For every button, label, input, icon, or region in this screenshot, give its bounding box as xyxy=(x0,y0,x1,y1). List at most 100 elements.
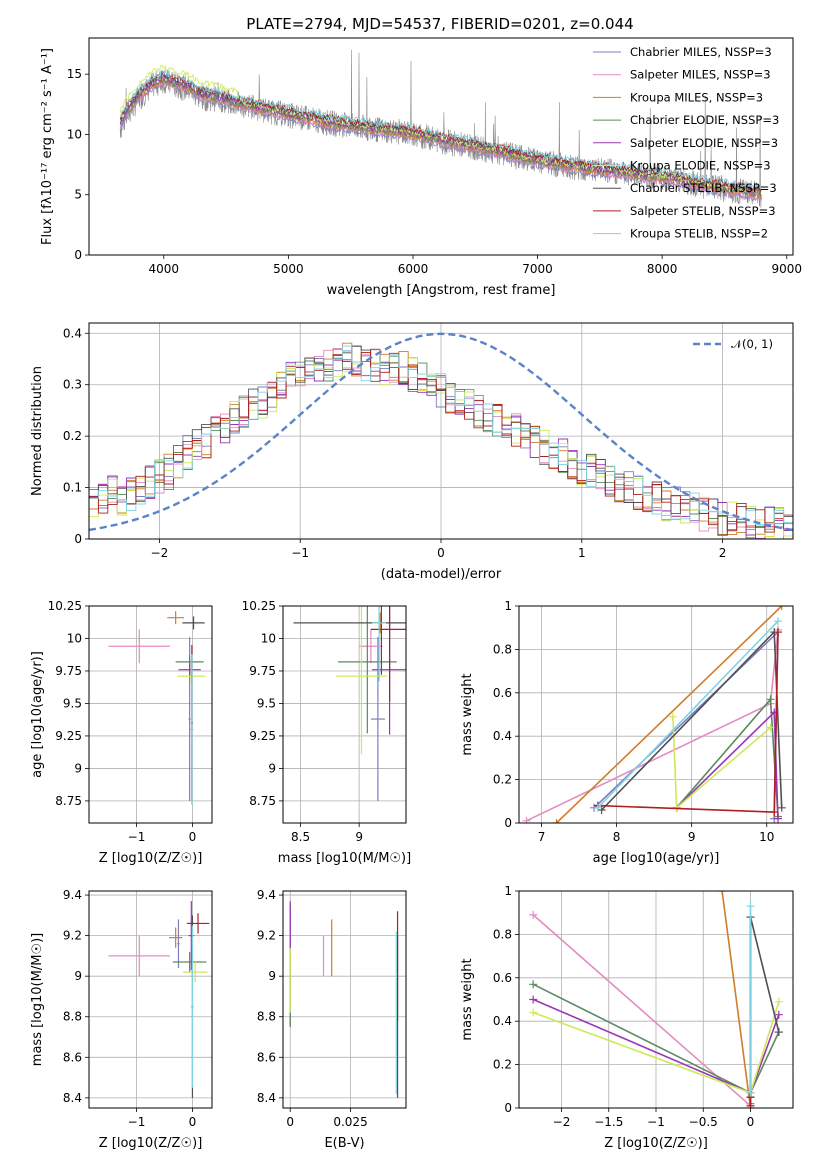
legend-label: Salpeter MILES, NSSP=3 xyxy=(630,68,771,82)
histogram-step-line xyxy=(89,345,793,536)
mass-weight-marker xyxy=(746,1101,755,1108)
histogram-step-line xyxy=(89,351,793,533)
plot-area xyxy=(119,49,762,208)
y-tick-label: 9.4 xyxy=(63,888,82,902)
panel-weight_vs_age: 7 8 9 10 0 0.2 0.4 0.6 0.8 1 age [log10(age/yr)] ma… xyxy=(460,599,794,866)
x-axis-label: age [log10(age/yr)] xyxy=(593,851,720,866)
y-tick-label: 0 xyxy=(74,248,82,262)
model-spectrum-line xyxy=(119,69,762,191)
y-tick-label: 10.25 xyxy=(242,599,276,613)
x-tick-label: 4000 xyxy=(148,262,179,276)
mass-weight-marker xyxy=(770,808,779,817)
grid-lines xyxy=(89,323,793,540)
mass-weight-marker xyxy=(746,1088,755,1097)
y-tick-label: 0.2 xyxy=(493,1058,512,1072)
y-tick-label: 0.4 xyxy=(493,729,512,743)
grid-lines xyxy=(283,605,406,823)
panel-residuals: −2 −1 0 1 2 0 0.1 0.2 0.3 0.4 (data-model)/error No… xyxy=(30,322,794,582)
y-tick-label: 10 xyxy=(67,631,82,645)
y-tick-label: 5 xyxy=(74,188,82,202)
x-tick-label: −0.5 xyxy=(689,1115,718,1129)
axes-frame xyxy=(88,890,213,1109)
mass-weight-marker xyxy=(718,891,727,895)
axes-frame xyxy=(88,322,794,540)
y-tick-label: 0.8 xyxy=(493,642,512,656)
x-tick-label: −2 xyxy=(553,1115,571,1129)
x-tick-label: 0.025 xyxy=(333,1115,367,1129)
y-tick-label: 9.25 xyxy=(55,729,82,743)
mass-weight-marker xyxy=(529,995,538,1004)
histogram-step-line xyxy=(89,345,793,525)
x-tick-label: 10 xyxy=(759,830,774,844)
y-tick-label: 8.75 xyxy=(249,794,276,808)
y-axis-label: Normed distribution xyxy=(30,366,45,496)
y-tick-label: 9.2 xyxy=(63,929,82,943)
grid-lines xyxy=(89,605,212,823)
mass-weight-line xyxy=(597,620,779,809)
panel-mass_vs_ebv: 0 0.025 8.4 8.6 8.8 9 9.2 9.4 E(B-V) xyxy=(257,888,407,1151)
x-axis-label: (data-model)/error xyxy=(381,567,502,582)
y-tick-label: 9.75 xyxy=(249,664,276,678)
plot-area xyxy=(289,901,399,1098)
histogram-step-line xyxy=(89,357,793,539)
x-tick-label: 0 xyxy=(747,1115,755,1129)
axes-frame xyxy=(88,37,794,256)
plot-area xyxy=(89,332,793,539)
y-tick-label: 8.6 xyxy=(257,1050,276,1064)
histogram-step-line xyxy=(89,350,793,539)
x-axis-label: E(B-V) xyxy=(324,1136,364,1151)
y-tick-label: 0.8 xyxy=(493,927,512,941)
panel-age_vs_mass: 8.5 9 8.75 9 9.25 9.5 9.75 10 10.25 mass [log10(M… xyxy=(242,599,412,866)
mass-weight-marker xyxy=(773,628,782,637)
x-tick-label: 6000 xyxy=(398,262,429,276)
x-tick-label: −1 xyxy=(291,546,309,560)
panel-weight_vs_Z: −2 −1.5 −1 −0.5 0 0 0.2 0.4 0.6 0.8 1 Z [log10(Z/Z☉… xyxy=(460,884,794,1151)
plot-area xyxy=(108,901,210,1098)
y-tick-label: 0 xyxy=(504,1101,512,1115)
y-tick-label: 9 xyxy=(268,761,276,775)
mass-weight-marker xyxy=(529,980,538,989)
panel-age_vs_Z: −1 0 8.75 9 9.25 9.5 9.75 10 10.25 Z [log10(Z/Z☉)… xyxy=(30,599,213,866)
y-tick-label: 8.6 xyxy=(63,1050,82,1064)
y-tick-label: 9 xyxy=(74,761,82,775)
axes-frame xyxy=(282,890,407,1109)
panel-spectrum: 4000 5000 6000 7000 8000 9000 0 5 10 15 wavelength… xyxy=(40,37,802,298)
x-tick-label: 7000 xyxy=(522,262,553,276)
y-tick-label: 0.6 xyxy=(493,971,512,985)
mass-weight-marker xyxy=(529,1008,538,1017)
mass-weight-marker xyxy=(777,803,786,812)
y-tick-label: 0.2 xyxy=(493,773,512,787)
x-axis-label: wavelength [Angstrom, rest frame] xyxy=(327,283,556,298)
mass-weight-marker xyxy=(552,819,561,823)
mass-weight-marker xyxy=(774,1028,783,1037)
legend-label: Kroupa MILES, NSSP=3 xyxy=(630,90,763,104)
x-tick-label: −1 xyxy=(128,830,146,844)
x-tick-label: −2 xyxy=(151,546,169,560)
axes-frame xyxy=(518,605,794,824)
plot-area xyxy=(108,611,206,805)
y-tick-label: 0.2 xyxy=(63,429,82,443)
y-tick-label: 8.4 xyxy=(257,1091,276,1105)
y-tick-label: 8.8 xyxy=(257,1010,276,1024)
x-axis-label: Z [log10(Z/Z☉)] xyxy=(604,1136,708,1151)
x-tick-label: 1 xyxy=(578,546,586,560)
mass-weight-marker xyxy=(593,803,602,812)
plot-area xyxy=(293,606,406,801)
mass-weight-marker xyxy=(522,816,531,823)
y-tick-label: 9.75 xyxy=(55,664,82,678)
mass-weight-line xyxy=(526,629,779,822)
x-tick-label: −1 xyxy=(647,1115,665,1129)
model-spectrum-line xyxy=(119,80,762,202)
mass-weight-marker xyxy=(766,695,775,704)
y-axis-label: mass weight xyxy=(460,673,475,755)
legend-label: Chabrier STELIB, NSSP=3 xyxy=(630,181,777,195)
x-tick-label: −1 xyxy=(128,1115,146,1129)
y-axis-label: mass [log10(M/M☉)] xyxy=(30,933,45,1066)
y-axis-label: mass weight xyxy=(460,958,475,1040)
y-tick-label: 8.8 xyxy=(63,1010,82,1024)
axes-frame xyxy=(518,890,794,1109)
mass-weight-line xyxy=(721,891,752,1108)
mass-weight-marker xyxy=(529,910,538,919)
y-tick-label: 10.25 xyxy=(48,599,82,613)
